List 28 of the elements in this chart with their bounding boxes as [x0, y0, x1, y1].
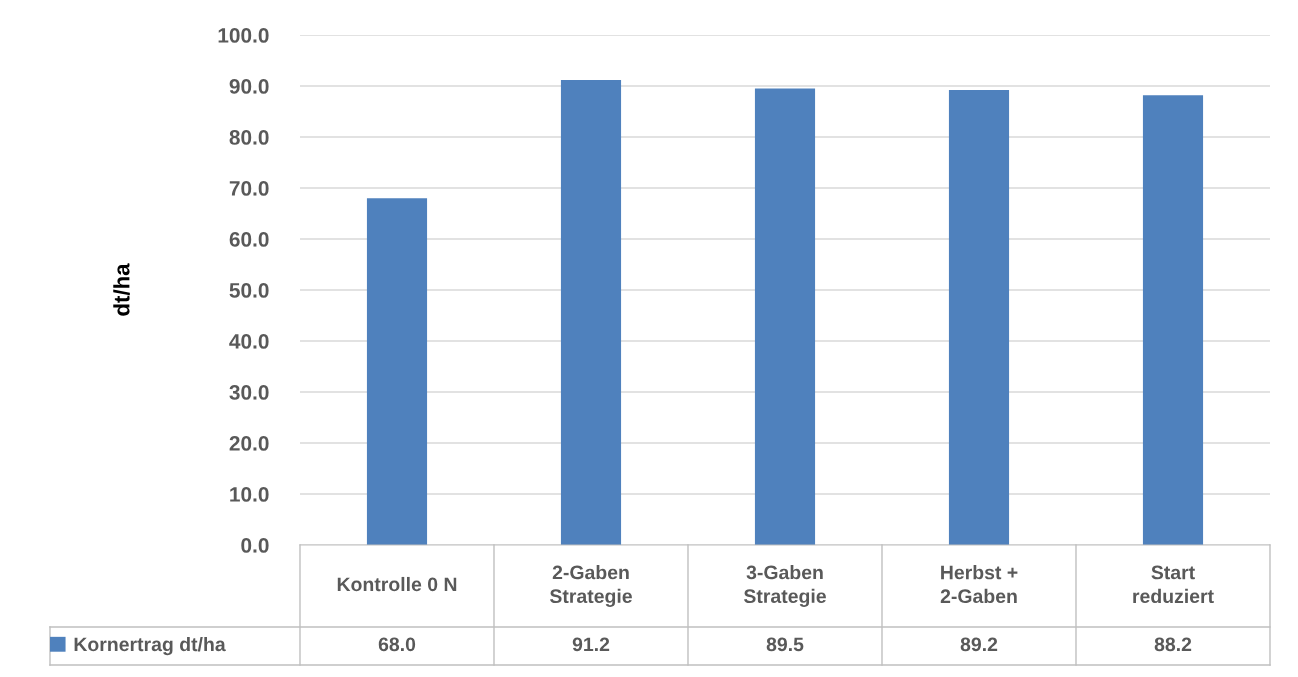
data-label: 89.2	[960, 637, 998, 652]
y-tick-label: 10.0	[230, 487, 269, 502]
y-axis-title: dt/ha	[113, 263, 130, 316]
y-tick-label: 0.0	[241, 538, 269, 553]
x-tick-label: 2-Gaben Strategie	[549, 565, 632, 607]
x-tick-label: Kontrolle 0 N	[337, 576, 457, 592]
y-tick-label: 50.0	[229, 283, 269, 298]
y-tick-label: 60.0	[229, 232, 269, 247]
bar	[754, 88, 816, 545]
x-tick-label: Start reduziert	[1133, 565, 1214, 604]
bar	[1142, 95, 1204, 545]
data-label: 88.2	[1154, 637, 1192, 652]
y-tick-label: 40.0	[229, 334, 269, 349]
bar	[560, 79, 622, 545]
y-tick-label: 80.0	[229, 130, 269, 145]
y-tick-label: 20.0	[229, 436, 269, 451]
x-tick-label: 3-Gaben Strategie	[743, 565, 826, 607]
data-label: 68.0	[378, 637, 416, 652]
legend-label: Kornertrag dt/ha	[74, 636, 226, 656]
y-tick-label: 30.0	[229, 385, 269, 400]
y-tick-label: 100.0	[218, 28, 269, 43]
bar	[948, 90, 1010, 545]
data-label: 89.5	[766, 637, 804, 652]
bar	[366, 198, 428, 545]
x-tick-label: Herbst + 2-Gaben	[940, 565, 1018, 604]
y-tick-label: 90.0	[229, 79, 269, 94]
y-tick-label: 70.0	[229, 181, 269, 196]
data-label: 91.2	[572, 637, 610, 652]
